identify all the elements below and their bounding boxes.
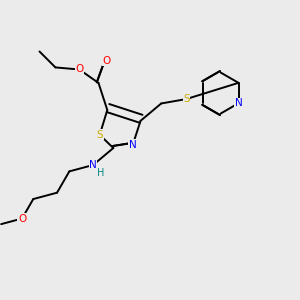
Text: O: O	[18, 214, 26, 224]
Text: H: H	[97, 167, 104, 178]
Text: S: S	[96, 130, 103, 140]
Text: N: N	[235, 98, 242, 108]
Text: N: N	[129, 140, 136, 150]
Text: O: O	[75, 64, 83, 74]
Text: S: S	[183, 94, 190, 104]
Text: N: N	[89, 160, 97, 170]
Text: O: O	[102, 56, 111, 66]
